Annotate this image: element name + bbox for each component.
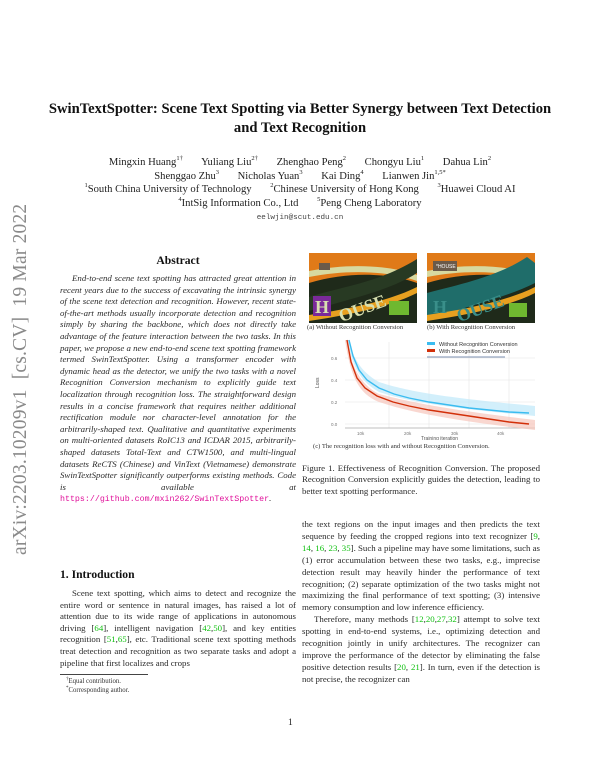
citation-link[interactable]: 35	[341, 542, 351, 553]
author: Dahua Lin	[442, 157, 488, 168]
affiliation-row-2: 4IntSig Information Co., Ltd 5Peng Cheng…	[178, 195, 422, 209]
author: Yuliang Liu	[201, 157, 252, 168]
citation-link[interactable]: 50	[213, 622, 223, 633]
citation-link[interactable]: 27	[436, 614, 446, 625]
affiliation: South China University of Technology	[87, 184, 252, 196]
svg-text:10k: 10k	[357, 431, 365, 436]
paragraph: Therefore, many methods [12,20,27,32] at…	[302, 614, 540, 684]
title-line-1: SwinTextSpotter: Scene Text Spotting via…	[48, 101, 552, 117]
svg-text:Loss: Loss	[315, 377, 321, 388]
paper-title: SwinTextSpotter: Scene Text Spotting via…	[40, 100, 560, 138]
paragraph: the text regions on the input images and…	[302, 519, 541, 613]
citation-link[interactable]: 20	[397, 661, 406, 672]
citation-link[interactable]: 32	[447, 614, 457, 625]
citation-link[interactable]: 14	[302, 542, 311, 553]
svg-text:20k: 20k	[404, 431, 412, 436]
citation-link[interactable]: 51	[106, 634, 116, 645]
citation-link[interactable]: 23	[328, 542, 338, 553]
author: Shenggao Zhu	[154, 170, 216, 182]
svg-text:0.4: 0.4	[331, 378, 338, 383]
svg-text:*HOUSE: *HOUSE	[436, 264, 456, 270]
affiliation: Huawei Cloud AI	[440, 184, 516, 196]
footnote-corresponding-author: *Corresponding author.	[66, 686, 130, 694]
panel-a-caption: (a) Without Recognition Conversion	[307, 324, 404, 331]
arxiv-identifier-stamp: arXiv:2203.10209v1 [cs.CV] 19 Mar 2022	[10, 203, 31, 555]
svg-text:40k: 40k	[497, 431, 505, 436]
author-block: Mingxin Huang1† Yuliang Liu2† Zhenghao P…	[40, 155, 560, 226]
svg-text:H: H	[433, 297, 447, 317]
citation-link[interactable]: 9	[533, 530, 538, 541]
author-row-2: Shenggao Zhu3 Nicholas Yuan3 Kai Ding4 L…	[154, 168, 446, 182]
author: Zhenghao Peng	[276, 157, 343, 168]
panel-c-caption: (c) The recognition loss with and withou…	[313, 443, 490, 450]
loss-chart: Without Recognition Conversion With Reco…	[309, 338, 545, 442]
svg-text:Training iteration: Training iteration	[421, 436, 458, 440]
author: Mingxin Huang	[108, 157, 177, 168]
svg-text:Without Recognition Conversion: Without Recognition Conversion	[439, 342, 518, 348]
svg-text:0.2: 0.2	[331, 400, 338, 405]
affiliation: Chinese University of Hong Kong	[273, 184, 419, 196]
svg-text:30k: 30k	[451, 431, 459, 436]
figure-1-caption: Figure 1. Effectiveness of Recognition C…	[302, 463, 540, 496]
svg-text:With Recognition Conversion: With Recognition Conversion	[439, 349, 510, 355]
introduction-paragraph: Scene text spotting, which aims to detec…	[60, 588, 296, 668]
panel-a-image: H OUSE	[309, 253, 417, 323]
citation-link[interactable]: 64	[94, 622, 104, 633]
citation-link[interactable]: 20	[425, 614, 435, 625]
author-row-1: Mingxin Huang1† Yuliang Liu2† Zhenghao P…	[108, 155, 492, 168]
citation-link[interactable]: 21	[410, 661, 420, 672]
abstract-heading: Abstract	[156, 254, 200, 267]
author: Lianwen Jin	[382, 170, 435, 182]
citation-link[interactable]: 42	[202, 622, 212, 633]
panel-b-caption: (b) With Recognition Conversion	[427, 324, 516, 331]
svg-text:0.0: 0.0	[331, 422, 338, 427]
footnotes: †Equal contribution. *Corresponding auth…	[66, 677, 129, 695]
citation-link[interactable]: 16	[315, 542, 325, 553]
title-line-2: and Text Recognition	[233, 120, 367, 136]
author: Nicholas Yuan	[237, 170, 300, 182]
author: Chongyu Liu	[364, 157, 421, 168]
abstract-section: Abstract End-to-end scene text spotting …	[60, 253, 296, 506]
affiliation: Peng Cheng Laboratory	[320, 197, 422, 209]
introduction-heading: 1. Introduction	[60, 568, 135, 581]
affiliation-row-1: 1South China University of Technology 2C…	[84, 182, 516, 196]
svg-text:H: H	[315, 297, 329, 317]
contact-email[interactable]: eelwjin@scut.edu.cn	[256, 214, 344, 223]
footnote-equal-contribution: †Equal contribution.	[66, 677, 121, 685]
abstract-text: End-to-end scene text spotting has attra…	[60, 273, 296, 505]
affiliation: IntSig Information Co., Ltd	[181, 197, 299, 209]
page-number: 1	[288, 718, 293, 728]
author: Kai Ding	[321, 170, 361, 182]
svg-text:0.6: 0.6	[331, 356, 338, 361]
citation-link[interactable]: 12	[414, 614, 424, 625]
code-link[interactable]: https://github.com/mxin262/SwinTextSpott…	[60, 495, 270, 505]
footnote-divider	[60, 674, 148, 675]
figure-1-image-panels: H OUSE *HOUSE H OUSE	[309, 253, 541, 325]
panel-b-image: *HOUSE H OUSE	[427, 253, 535, 323]
right-column-text: the text regions on the input images and…	[302, 519, 540, 686]
citation-link[interactable]: 65	[117, 634, 127, 645]
